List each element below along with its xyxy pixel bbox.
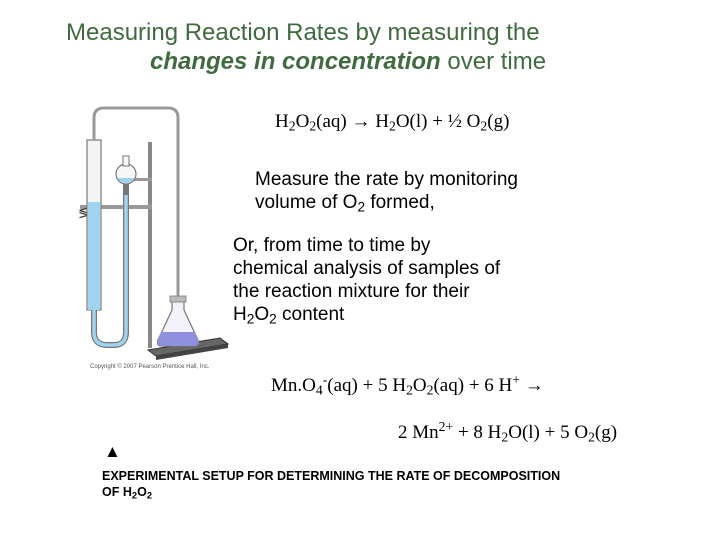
caption-line-2: OF H2O2 [102,485,153,501]
monitoring-text: Measure the rate by monitoring volume of… [255,168,518,214]
burette-liquid [88,202,100,310]
slide-title: Measuring Reaction Rates by measuring th… [66,18,686,76]
title-line-1: Measuring Reaction Rates by measuring th… [66,19,540,46]
analysis-text-line-1: Or, from time to time by [233,235,431,256]
analysis-text-line-2: chemical analysis of samples of [233,258,501,279]
titration-equation-line-1: Mn.O4-(aq) + 5 H2O2(aq) + 6 H+ → [271,372,544,398]
delivery-tube [92,106,180,300]
monitoring-text-line-1: Measure the rate by monitoring [255,169,518,190]
image-copyright: Copyright © 2007 Pearson Prentice Hall, … [90,364,210,370]
title-line-2-rest: over time [440,48,547,75]
analysis-text-line-3: the reaction mixture for their [233,281,470,302]
title-line-2: changes in concentration over time [66,47,686,76]
triangle-up-icon: ▲ [104,442,121,461]
svg-text:≶: ≶ [78,205,90,221]
titration-equation-line-2: 2 Mn2+ + 8 H2O(l) + 5 O2(g) [398,419,618,445]
title-emphasis: changes in concentration [150,48,441,75]
analysis-text: Or, from time to time by chemical analys… [233,234,500,326]
decomposition-equation: H2O2(aq) → H2O(l) + ½ O2(g) [275,111,510,134]
stand-rod [148,142,152,348]
figure-caption: EXPERIMENTAL SETUP FOR DETERMINING THE R… [102,468,642,500]
caption-line-1: EXPERIMENTAL SETUP FOR DETERMINING THE R… [102,469,561,483]
monitoring-text-line-2: volume of O2 formed, [255,192,435,215]
experimental-apparatus-image: ≶ [78,106,230,360]
analysis-text-line-4: H2O2 content [233,304,345,327]
